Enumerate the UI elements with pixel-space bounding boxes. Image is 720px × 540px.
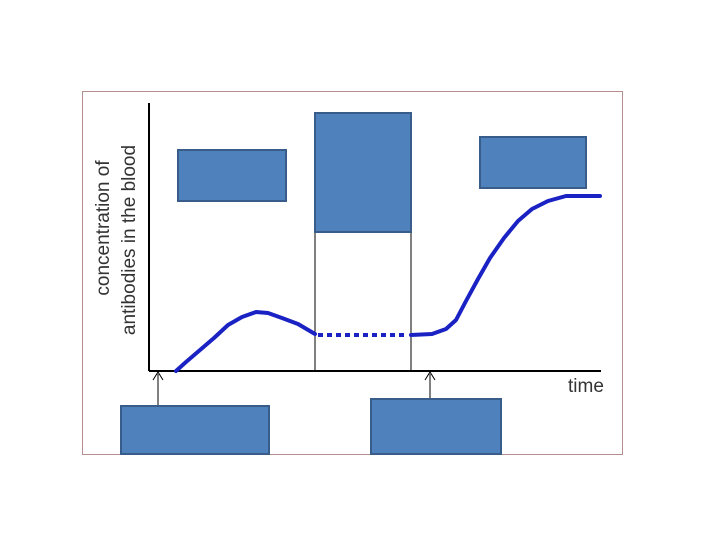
label-box-bottom-left [120,405,270,455]
label-box-top-left [177,149,287,202]
secondary-response-curve [409,194,602,337]
y-axis-label-line1: concentration of [93,160,114,296]
first-exposure-arrow-head [152,371,164,381]
primary-response-curve [174,310,317,373]
label-box-top-right [479,136,587,189]
second-exposure-arrow-head [424,371,436,381]
x-axis-label: time [568,376,604,397]
label-box-top-middle [314,112,412,233]
label-box-bottom-right [370,398,502,455]
y-axis-label-line2: antibodies in the blood [119,145,140,335]
